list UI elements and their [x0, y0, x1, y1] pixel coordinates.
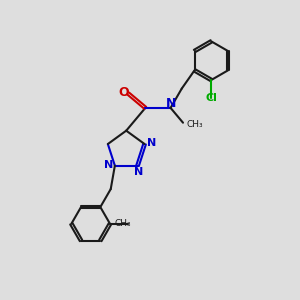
Text: O: O	[118, 85, 129, 99]
Text: CH₃: CH₃	[114, 219, 131, 228]
Text: CH₃: CH₃	[187, 120, 203, 129]
Text: N: N	[165, 97, 176, 110]
Text: N: N	[104, 160, 113, 170]
Text: Cl: Cl	[205, 93, 217, 103]
Text: N: N	[146, 138, 156, 148]
Text: N: N	[134, 167, 143, 177]
